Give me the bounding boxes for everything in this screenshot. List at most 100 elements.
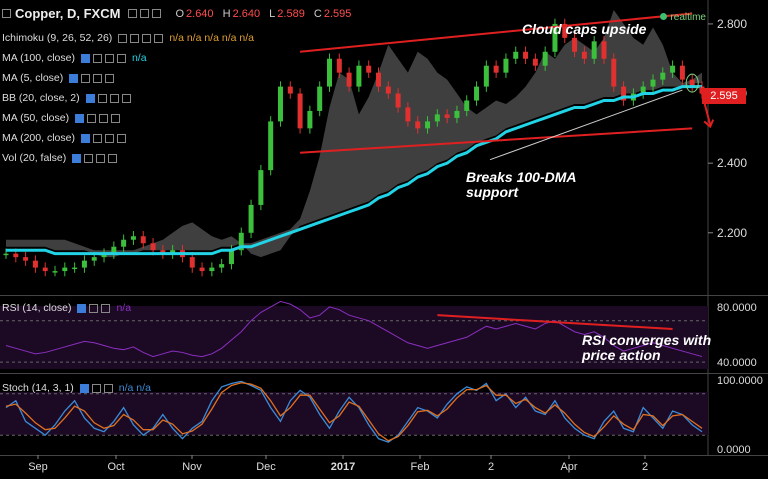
candle-body xyxy=(307,110,313,129)
rsi-settings-icon[interactable] xyxy=(77,303,87,313)
candle-body xyxy=(670,65,676,73)
candle-body xyxy=(248,204,254,233)
indicator-more-icon[interactable] xyxy=(142,33,152,43)
indicator-more-icon[interactable] xyxy=(96,153,106,163)
candle-body xyxy=(562,23,568,38)
candle-body xyxy=(228,250,234,265)
indicator-settings-icon[interactable] xyxy=(75,113,85,123)
indicator-close-icon[interactable] xyxy=(116,133,126,143)
trendline xyxy=(299,12,693,53)
ichimoku-cloud xyxy=(6,10,702,258)
indicator-row[interactable]: MA (200, close) xyxy=(2,132,132,144)
stoch-close-icon[interactable] xyxy=(103,383,113,393)
indicator-row[interactable]: Vol (20, false) xyxy=(2,152,123,164)
x-tick-label: Nov xyxy=(182,461,202,473)
visibility-icon[interactable] xyxy=(140,9,150,18)
indicator-eye-icon[interactable] xyxy=(87,113,97,123)
candle-body xyxy=(346,72,352,87)
indicator-close-icon[interactable] xyxy=(111,113,121,123)
candle-body xyxy=(336,58,342,73)
indicator-eye-icon[interactable] xyxy=(92,133,102,143)
indicator-more-icon[interactable] xyxy=(93,73,103,83)
candle-body xyxy=(317,86,323,111)
indicator-eye-icon[interactable] xyxy=(97,93,107,103)
indicator-row[interactable]: BB (20, close, 2) xyxy=(2,92,137,104)
candle-body xyxy=(219,264,225,268)
indicator-more-icon[interactable] xyxy=(109,93,119,103)
candle-body xyxy=(376,72,382,87)
candle-body xyxy=(150,243,156,251)
x-tick-label: 2 xyxy=(642,461,648,473)
indicator-settings-icon[interactable] xyxy=(72,153,82,163)
candle-body xyxy=(52,271,58,273)
x-tick-label: Dec xyxy=(256,461,276,473)
candle-body xyxy=(101,253,107,258)
candle-body xyxy=(42,267,48,272)
indicator-eye-icon[interactable] xyxy=(92,53,102,63)
candle-body xyxy=(444,114,450,118)
candle-body xyxy=(513,51,519,59)
stoch-tick-label: 0.0000 xyxy=(717,444,751,456)
indicator-close-icon[interactable] xyxy=(108,153,118,163)
candle-body xyxy=(277,86,283,122)
indicator-close-icon[interactable] xyxy=(116,53,126,63)
indicator-close-icon[interactable] xyxy=(105,73,115,83)
candle-body xyxy=(189,257,195,268)
realtime-indicator: realtime xyxy=(660,12,706,23)
settings-icon[interactable] xyxy=(128,9,138,18)
candle-body xyxy=(611,58,617,87)
candle-body xyxy=(601,41,607,59)
indicator-close-icon[interactable] xyxy=(154,33,164,43)
more-icon[interactable] xyxy=(152,9,162,18)
candle-body xyxy=(160,250,166,254)
indicator-more-icon[interactable] xyxy=(104,133,114,143)
annotation-dma: Breaks 100-DMA support xyxy=(466,169,577,200)
indicator-more-icon[interactable] xyxy=(104,53,114,63)
stoch-settings-icon[interactable] xyxy=(79,383,89,393)
rsi-close-icon[interactable] xyxy=(101,303,111,313)
indicator-label: Vol (20, false) xyxy=(2,152,67,164)
candle-body xyxy=(121,239,127,247)
candle-body xyxy=(209,267,215,272)
indicator-value: n/a xyxy=(131,52,147,64)
indicator-settings-icon[interactable] xyxy=(85,93,95,103)
indicator-settings-icon[interactable] xyxy=(69,73,79,83)
indicator-settings-icon[interactable] xyxy=(118,33,128,43)
indicator-eye-icon[interactable] xyxy=(130,33,140,43)
indicator-more-icon[interactable] xyxy=(99,113,109,123)
candle-body xyxy=(689,79,695,87)
stoch-k-line xyxy=(5,380,703,443)
symbol-title: Copper, D, FXCM xyxy=(15,6,121,21)
indicator-row[interactable]: MA (100, close) n/a xyxy=(2,52,147,64)
indicator-label: MA (200, close) xyxy=(2,132,75,144)
trendline xyxy=(300,127,693,154)
indicator-eye-icon[interactable] xyxy=(81,73,91,83)
indicator-settings-icon[interactable] xyxy=(80,133,90,143)
indicator-label: MA (100, close) xyxy=(2,52,75,64)
candle-body xyxy=(287,86,293,94)
down-arrow-icon xyxy=(699,86,712,126)
indicator-label: MA (5, close) xyxy=(2,72,64,84)
indicator-row[interactable]: MA (50, close) xyxy=(2,112,126,124)
indicator-settings-icon[interactable] xyxy=(80,53,90,63)
candle-body xyxy=(62,267,68,272)
candle-body xyxy=(366,65,372,73)
x-tick-label: Apr xyxy=(560,461,577,473)
candle-body xyxy=(326,58,332,87)
indicator-close-icon[interactable] xyxy=(121,93,131,103)
indicator-eye-icon[interactable] xyxy=(84,153,94,163)
rsi-eye-icon[interactable] xyxy=(89,303,99,313)
candle-body xyxy=(23,257,29,261)
candle-body xyxy=(72,267,78,270)
indicator-row[interactable]: MA (5, close) xyxy=(2,72,120,84)
candle-body xyxy=(454,110,460,118)
candle-body xyxy=(395,93,401,108)
collapse-icon[interactable] xyxy=(2,9,11,18)
candle-body xyxy=(572,37,578,52)
indicator-row[interactable]: Ichimoku (9, 26, 52, 26) n/a n/a n/a n/a … xyxy=(2,32,254,44)
stoch-d-line xyxy=(5,382,703,442)
indicator-value: n/a n/a n/a n/a n/a xyxy=(169,32,254,44)
stoch-eye-icon[interactable] xyxy=(91,383,101,393)
stoch-header: Stoch (14, 3, 1) n/a n/a xyxy=(2,382,151,394)
